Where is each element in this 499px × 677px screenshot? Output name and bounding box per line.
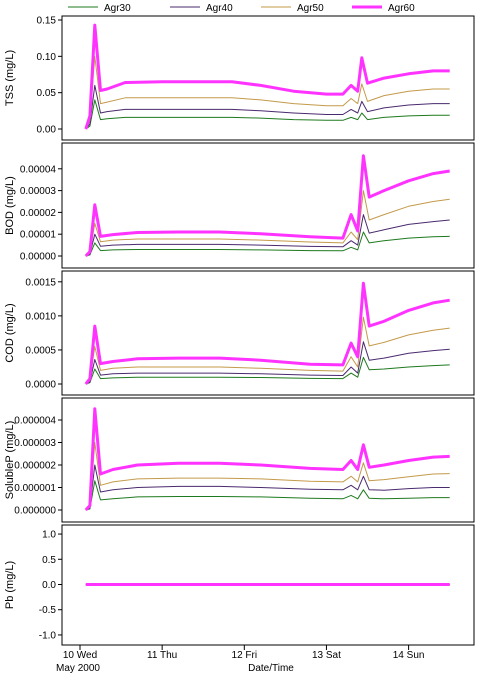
x-tick-label: 13 Sat [312,650,341,661]
y-tick-label: 0.00003 [20,186,57,197]
series-line-agr60 [84,23,450,130]
x-tick-label: 12 Fri [232,650,258,661]
panel-4: 0.000000 0.000001 0.000002 0.000003 0.000004… [4,397,475,523]
x-axis-title: Date/Time [248,663,294,674]
series-line-agr50 [85,190,450,257]
series-line-agr60 [84,407,450,512]
y-tick-label: 0.0005 [25,345,56,356]
panel-1: 0.00 0.05 0.10 0.15 TSS (mg/L) [4,15,475,141]
legend-label-agr50: Agr50 [297,3,324,14]
x-tick-label: 14 Sun [393,650,425,661]
panel-frame [61,270,475,396]
y-tick-label: 0.000001 [14,483,56,494]
series-line-agr40 [85,341,450,385]
x-tick-label: 10 Wed [63,650,97,661]
panel-frame [61,15,475,141]
y-axis-title: Pb (mg/L) [4,561,16,609]
series-line-agr30 [85,356,450,385]
series-line-agr40 [85,214,450,257]
y-tick-label: 0.00000 [20,252,57,263]
y-tick-label: 0.0015 [25,277,56,288]
y-tick-label: 0.05 [37,88,57,99]
y-tick-label: 0.15 [37,16,57,27]
y-tick-label: 0.5 [42,555,56,566]
series-line-agr60 [84,281,450,385]
y-tick-label: 0.00 [37,125,57,136]
y-tick-label: 0.00001 [20,230,57,241]
y-tick-label: -0.5 [39,605,57,616]
y-tick-label: 0.000004 [14,416,56,427]
y-tick-label: 0.00002 [20,208,57,219]
series-line-agr50 [85,316,450,385]
panel-2: 0.00000 0.00001 0.00002 0.00003 0.00004 BOD (… [4,142,475,269]
panel-frame [61,142,475,269]
y-tick-label: 0.10 [37,52,57,63]
series-line-agr50 [85,55,450,130]
y-tick-label: 1.0 [42,530,56,541]
series-line-agr50 [85,442,450,511]
y-tick-label: 0.000003 [14,438,56,449]
series-line-agr40 [85,84,450,130]
legend-label-agr60: Agr60 [388,3,415,14]
series-line-agr30 [85,99,450,130]
x-tick-sublabel: May 2000 [56,663,100,674]
y-axis-title: SolubleP (mg/L) [4,421,16,500]
series-line-agr30 [85,480,450,511]
series-line-agr60 [84,154,450,258]
series-line-agr40 [85,464,450,511]
y-tick-label: 0.00004 [20,164,57,175]
series-line-agr30 [85,231,450,257]
y-axis-title: TSS (mg/L) [4,50,16,106]
y-tick-label: -1.0 [39,630,57,641]
panel-5: -1.0 -0.5 0.0 0.5 1.0 Pb (mg/L) [4,524,475,646]
y-axis-title: BOD (mg/L) [4,176,16,235]
y-tick-label: 0.0000 [25,380,56,391]
legend-label-agr30: Agr30 [104,3,131,14]
y-tick-label: 0.0 [42,580,56,591]
y-tick-label: 0.000002 [14,461,56,472]
y-tick-label: 0.000000 [14,506,56,517]
panel-3: 0.0000 0.0005 0.0010 0.0015 COD (mg/L) [4,270,475,396]
x-axis: 10 Wed May 2000 11 Thu 12 Fri 13 Sat 14 Sun Da… [56,645,424,674]
x-tick-label: 11 Thu [147,650,177,661]
y-tick-label: 0.0010 [25,311,56,322]
y-axis-title: COD (mg/L) [4,303,16,362]
legend-label-agr40: Agr40 [206,3,233,14]
legend: Agr30 Agr40 Agr50 Agr60 [68,3,415,14]
